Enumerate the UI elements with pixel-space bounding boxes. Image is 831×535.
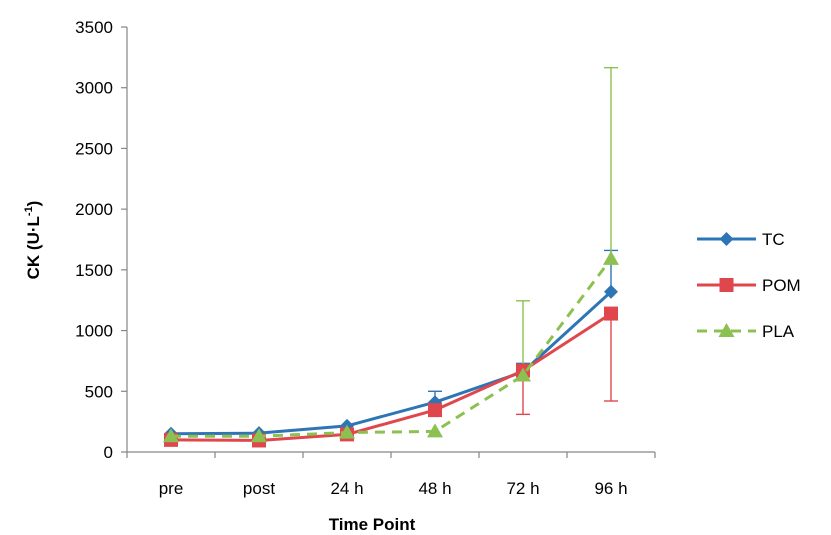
legend-label-pom: POM <box>762 276 801 295</box>
y-tick-label: 2500 <box>75 139 113 158</box>
x-tick-label: 48 h <box>418 479 451 498</box>
x-axis-title: Time Point <box>329 515 416 534</box>
legend-marker-pom <box>719 278 734 292</box>
y-axis-title: CK (U·L-1) <box>23 201 43 280</box>
y-axis-title-superscript: -1 <box>23 206 35 216</box>
y-axis-title-suffix: ) <box>24 201 43 207</box>
x-tick-label: pre <box>159 479 184 498</box>
series-line-tc <box>170 290 613 436</box>
chart-ticks: 0 500 1000 1500 2000 2500 3000 3500 pre post 24 h 4… <box>75 18 656 498</box>
series-line-pla <box>171 258 613 438</box>
legend-label-tc: TC <box>762 230 785 249</box>
x-tick-label: 96 h <box>594 479 627 498</box>
y-tick-label: 3000 <box>75 79 113 98</box>
data-point-pla <box>515 367 531 382</box>
data-point-pla <box>163 428 179 443</box>
x-tick-label: 72 h <box>506 479 539 498</box>
y-tick-label: 2000 <box>75 200 113 219</box>
chart-axes <box>126 27 655 453</box>
y-tick-label: 0 <box>104 443 113 462</box>
error-bars <box>428 66 618 416</box>
chart-series <box>163 250 619 448</box>
y-tick-label: 1500 <box>75 261 113 280</box>
legend-label-pla: PLA <box>762 322 795 341</box>
x-tick-label: post <box>243 479 275 498</box>
data-point-pla <box>339 424 355 439</box>
data-point-pla <box>427 423 443 438</box>
data-point-pom <box>604 306 618 321</box>
y-tick-label: 3500 <box>75 18 113 37</box>
y-tick-label: 500 <box>85 382 113 401</box>
chart-legend: TC POM PLA <box>697 230 801 341</box>
y-tick-label: 1000 <box>75 322 113 341</box>
legend-marker-pla <box>718 323 735 337</box>
series-line-pom <box>170 312 612 442</box>
data-point-pla <box>251 428 267 443</box>
legend-marker-tc <box>719 232 734 246</box>
x-tick-label: 24 h <box>330 479 363 498</box>
y-axis-title-main: CK (U·L <box>24 216 43 279</box>
data-point-pla <box>603 250 619 265</box>
data-point-tc <box>604 284 618 299</box>
data-point-pom <box>428 403 442 418</box>
